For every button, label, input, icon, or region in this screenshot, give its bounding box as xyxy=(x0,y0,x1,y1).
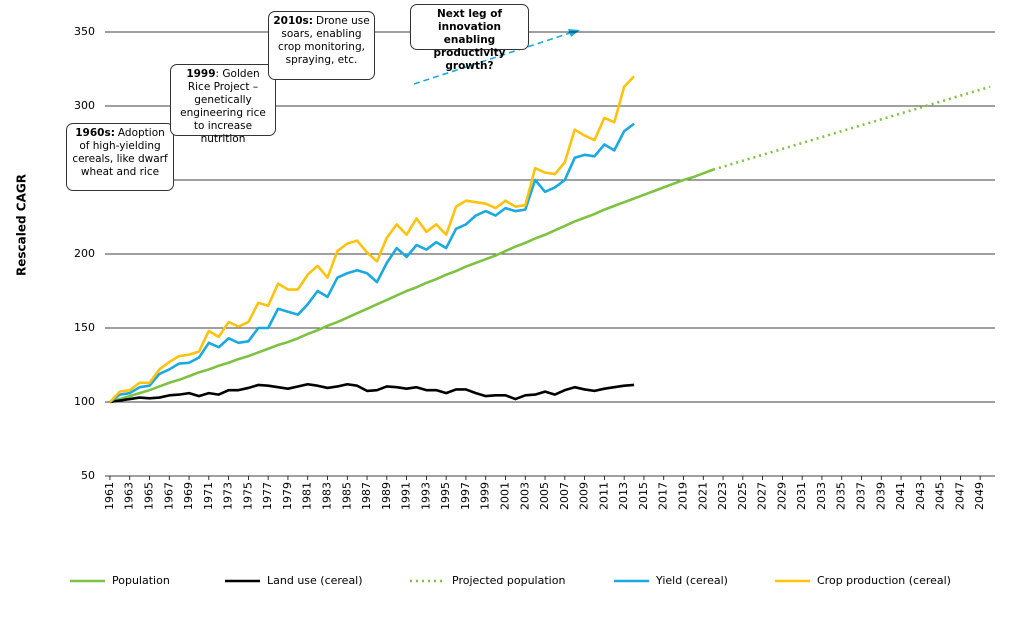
x-tick-label: 2005 xyxy=(538,482,551,510)
series-line xyxy=(108,75,636,403)
y-tick-label: 350 xyxy=(74,25,95,38)
x-tick-label: 2009 xyxy=(578,482,591,510)
x-tick-label: 1983 xyxy=(321,482,334,510)
legend-label: Yield (cereal) xyxy=(655,574,728,587)
annotation: Next leg of innovation enabling producti… xyxy=(410,4,529,72)
annotation-text: Drone use soars, enabling crop monitorin… xyxy=(278,15,370,66)
legend-label: Land use (cereal) xyxy=(267,574,363,587)
x-tick-label: 1979 xyxy=(281,482,294,510)
annotation-bold: 1999 xyxy=(186,68,216,80)
y-axis-label: Rescaled CAGR xyxy=(15,174,29,276)
legend-label: Projected population xyxy=(452,574,565,587)
x-tick-label: 1999 xyxy=(479,482,492,510)
x-tick-label: 2037 xyxy=(855,482,868,510)
x-tick-label: 2001 xyxy=(499,482,512,510)
annotation-text: : Golden Rice Project – genetically engi… xyxy=(180,68,266,145)
x-tick-label: 2049 xyxy=(973,482,986,510)
x-tick-label: 2029 xyxy=(775,482,788,510)
legend-label: Crop production (cereal) xyxy=(817,574,951,587)
x-tick-label: 1997 xyxy=(459,482,472,510)
series-line xyxy=(109,168,714,404)
x-tick-label: 2019 xyxy=(677,482,690,510)
x-tick-label: 1989 xyxy=(380,482,393,510)
arrow xyxy=(413,32,571,85)
y-tick-label: 200 xyxy=(74,247,95,260)
x-tick-label: 2015 xyxy=(637,482,650,510)
series-line xyxy=(712,85,991,171)
x-tick-label: 1961 xyxy=(103,482,116,510)
annotation-bold: 1960s: xyxy=(75,127,115,139)
x-tick-label: 1965 xyxy=(143,482,156,510)
annotation-bold: 2010s: xyxy=(273,15,314,27)
y-tick-label: 100 xyxy=(74,395,95,408)
annotation-bold: Next leg of innovation enabling producti… xyxy=(433,8,506,72)
series-line xyxy=(109,382,635,404)
x-tick-label: 1987 xyxy=(360,482,373,510)
x-tick-label: 2035 xyxy=(835,482,848,510)
x-tick-label: 2043 xyxy=(914,482,927,510)
x-tick-label: 2041 xyxy=(894,482,907,510)
x-tick-label: 2033 xyxy=(815,482,828,510)
x-tick-label: 1973 xyxy=(222,482,235,510)
x-tick-label: 2003 xyxy=(518,482,531,510)
x-tick-label: 2007 xyxy=(558,482,571,510)
y-tick-label: 150 xyxy=(74,321,95,334)
x-tick-label: 1969 xyxy=(182,482,195,510)
x-tick-label: 1993 xyxy=(419,482,432,510)
x-tick-label: 1963 xyxy=(123,482,136,510)
x-tick-label: 1975 xyxy=(241,482,254,510)
x-tick-label: 2039 xyxy=(874,482,887,510)
y-tick-label: 50 xyxy=(81,469,95,482)
annotation: 1999: Golden Rice Project – genetically … xyxy=(170,64,276,145)
x-tick-label: 2027 xyxy=(756,482,769,510)
x-tick-label: 2021 xyxy=(696,482,709,510)
annotation-text: Adoption of high-yielding cereals, like … xyxy=(72,127,168,178)
legend-label: Population xyxy=(112,574,170,587)
annotation: 1960s: Adoption of high-yielding cereals,… xyxy=(66,123,174,191)
x-tick-label: 1981 xyxy=(301,482,314,510)
annotation: 2010s: Drone use soars, enabling crop mon… xyxy=(268,11,375,80)
x-tick-label: 2045 xyxy=(934,482,947,510)
x-tick-label: 1995 xyxy=(439,482,452,510)
series-line xyxy=(109,122,635,404)
x-tick-label: 2023 xyxy=(716,482,729,510)
x-tick-label: 1971 xyxy=(202,482,215,510)
x-tick-label: 2011 xyxy=(597,482,610,510)
x-tick-label: 2047 xyxy=(953,482,966,510)
x-tick-label: 2017 xyxy=(657,482,670,510)
arrow-head xyxy=(568,29,580,37)
x-tick-label: 1985 xyxy=(340,482,353,510)
y-tick-label: 300 xyxy=(74,99,95,112)
x-tick-label: 2025 xyxy=(736,482,749,510)
x-tick-label: 2031 xyxy=(795,482,808,510)
x-tick-label: 1967 xyxy=(162,482,175,510)
x-tick-label: 1977 xyxy=(261,482,274,510)
x-tick-label: 1991 xyxy=(400,482,413,510)
x-tick-label: 2013 xyxy=(617,482,630,510)
